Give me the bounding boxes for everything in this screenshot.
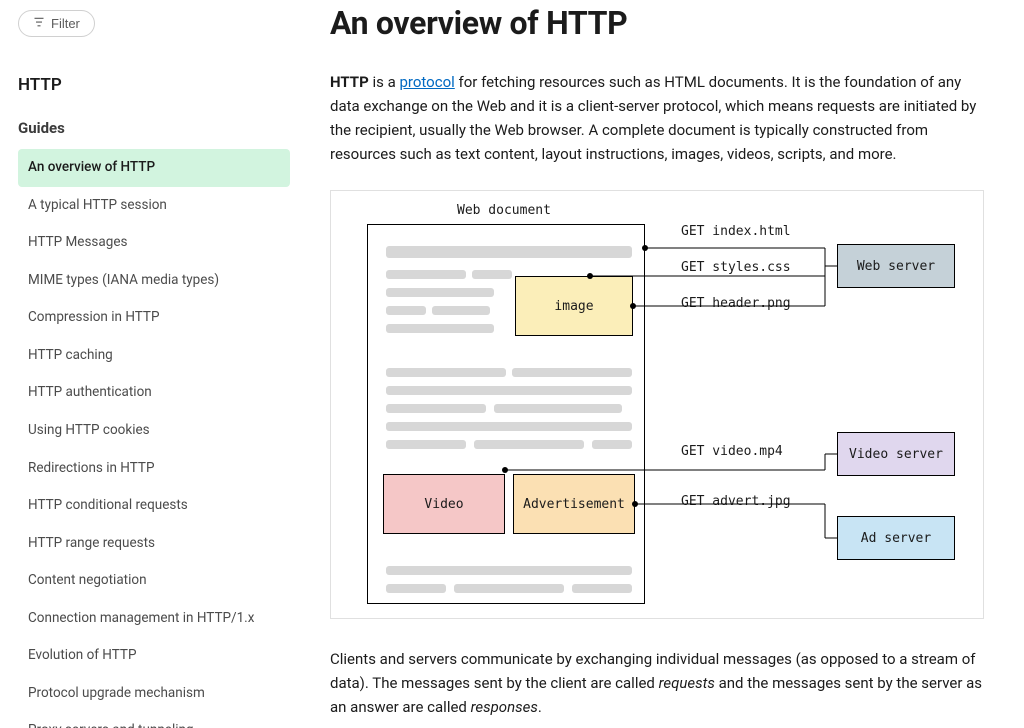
sidebar-list: An overview of HTTPA typical HTTP sessio… [18, 149, 290, 728]
filter-label: Filter [51, 16, 80, 31]
sidebar-item[interactable]: HTTP range requests [18, 525, 290, 563]
image-box: image [515, 276, 633, 336]
ad-server-box: Ad server [837, 516, 955, 560]
request-label: GET video.mp4 [681, 444, 783, 459]
sidebar-section-guides[interactable]: Guides [18, 119, 290, 137]
sidebar-item[interactable]: An overview of HTTP [18, 149, 290, 187]
filter-icon [33, 16, 45, 31]
sidebar-item[interactable]: A typical HTTP session [18, 187, 290, 225]
main-content: An overview of HTTP HTTP is a protocol f… [290, 0, 1024, 728]
sidebar-item[interactable]: Evolution of HTTP [18, 637, 290, 675]
diagram-title: Web document [345, 203, 969, 218]
web-document-diagram: Web document image VideoAdvertisement Web … [330, 190, 984, 619]
video-server-box: Video server [837, 432, 955, 476]
text-placeholder-line [386, 404, 486, 413]
request-label: GET advert.jpg [681, 494, 791, 509]
sidebar-item[interactable]: Connection management in HTTP/1.x [18, 600, 290, 638]
text-placeholder-line [386, 440, 466, 449]
text-placeholder-line [386, 584, 446, 593]
sidebar-item[interactable]: Redirections in HTTP [18, 450, 290, 488]
video-box: Video [383, 474, 505, 534]
text-placeholder-line [386, 422, 632, 431]
page-title: An overview of HTTP [330, 4, 984, 42]
sidebar-root-title[interactable]: HTTP [18, 69, 290, 101]
sidebar-item[interactable]: HTTP conditional requests [18, 487, 290, 525]
ad-box: Advertisement [513, 474, 635, 534]
text-placeholder-line [386, 246, 632, 258]
sidebar-item[interactable]: HTTP Messages [18, 224, 290, 262]
sidebar-item[interactable]: HTTP caching [18, 337, 290, 375]
sidebar-item[interactable]: Protocol upgrade mechanism [18, 675, 290, 713]
intro-paragraph-1: HTTP is a protocol for fetching resource… [330, 70, 984, 166]
text-placeholder-line [386, 386, 632, 395]
sidebar-item[interactable]: HTTP authentication [18, 374, 290, 412]
request-label: GET index.html [681, 224, 791, 239]
text-placeholder-line [472, 270, 512, 279]
web-server-box: Web server [837, 244, 955, 288]
http-bold: HTTP [330, 73, 369, 91]
sidebar-item[interactable]: Proxy servers and tunneling [18, 712, 290, 728]
responses-em: responses [471, 698, 538, 716]
text-placeholder-line [512, 368, 632, 377]
text-placeholder-line [386, 566, 632, 575]
text-placeholder-line [494, 404, 622, 413]
text-placeholder-line [572, 584, 632, 593]
sidebar-item[interactable]: Using HTTP cookies [18, 412, 290, 450]
text-placeholder-line [592, 440, 632, 449]
text-placeholder-line [454, 584, 564, 593]
intro-paragraph-2: Clients and servers communicate by excha… [330, 647, 984, 719]
sidebar-item[interactable]: Compression in HTTP [18, 299, 290, 337]
protocol-link[interactable]: protocol [399, 73, 454, 91]
text-placeholder-line [386, 288, 494, 297]
text-placeholder-line [386, 368, 506, 377]
request-label: GET header.png [681, 296, 791, 311]
requests-em: requests [659, 674, 715, 692]
text-placeholder-line [474, 440, 584, 449]
sidebar: Filter HTTP Guides An overview of HTTPA … [0, 0, 290, 728]
sidebar-item[interactable]: MIME types (IANA media types) [18, 262, 290, 300]
text-placeholder-line [386, 324, 494, 333]
text-placeholder-line [386, 270, 466, 279]
text-placeholder-line [386, 306, 426, 315]
filter-button[interactable]: Filter [18, 10, 95, 37]
text-placeholder-line [432, 306, 490, 315]
request-label: GET styles.css [681, 260, 791, 275]
sidebar-item[interactable]: Content negotiation [18, 562, 290, 600]
